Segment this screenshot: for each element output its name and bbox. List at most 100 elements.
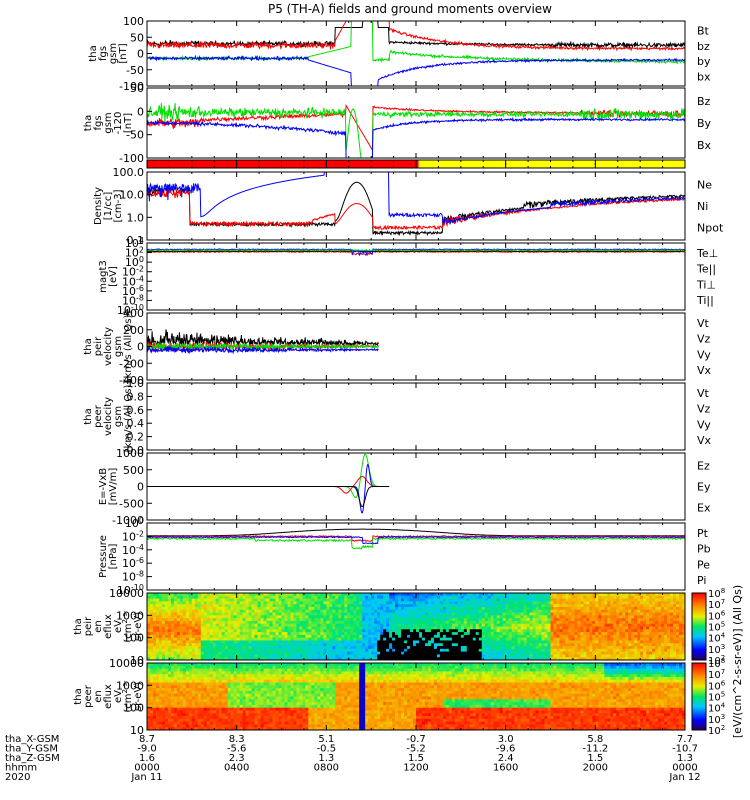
heatmap-cell (562, 651, 566, 655)
heatmap-cell (257, 654, 261, 658)
heatmap-cell (230, 618, 235, 622)
heatmap-cell (463, 634, 468, 639)
heatmap-cell (463, 618, 468, 622)
heatmap-cell (478, 618, 483, 622)
heatmap-cell (601, 609, 605, 613)
heatmap-cell (323, 632, 327, 636)
heatmap-cell (520, 623, 524, 627)
heatmap-cell (637, 654, 641, 658)
heatmap-cell (583, 606, 587, 611)
heatmap-cell (583, 654, 587, 658)
heatmap-cell (472, 643, 477, 647)
heatmap-cell (418, 620, 423, 625)
heatmap-cell (535, 618, 539, 622)
heatmap-cell (658, 623, 662, 627)
heatmap-cell (224, 629, 229, 633)
heatmap-cell (200, 637, 205, 641)
heatmap-cell (161, 702, 166, 706)
heatmap-cell (571, 618, 575, 622)
heatmap-cell (514, 598, 519, 602)
heatmap-cell (523, 606, 527, 611)
heatmap-cell (487, 654, 492, 658)
heatmap-cell (155, 674, 160, 678)
heatmap-cell (661, 654, 665, 658)
heatmap-cell (323, 657, 327, 661)
heatmap-cell (188, 654, 193, 658)
heatmap-cell (152, 727, 157, 731)
heatmap-cell (577, 651, 581, 655)
heatmap-cell (155, 634, 160, 639)
heatmap-cell (155, 623, 160, 627)
heatmap-cell (209, 702, 214, 706)
heatmap-cell (248, 604, 253, 608)
heatmap-cell (299, 606, 303, 611)
heatmap-cell (634, 643, 638, 647)
heatmap-cell (164, 626, 169, 630)
heatmap-cell (323, 648, 327, 653)
heatmap-cell (457, 643, 462, 647)
heatmap-cell (179, 643, 184, 647)
heatmap-cell (311, 646, 315, 650)
heatmap-cell (200, 593, 205, 597)
heatmap-cell (556, 606, 560, 611)
heatmap-cell (427, 632, 432, 636)
heatmap-cell (353, 612, 357, 616)
heatmap-cell (586, 601, 590, 605)
heatmap-cell (610, 601, 614, 605)
heatmap-cell (610, 598, 614, 602)
heatmap-cell (607, 618, 611, 622)
heatmap-cell (206, 637, 211, 641)
heatmap-cell (176, 682, 181, 686)
heatmap-cell (496, 651, 501, 655)
heatmap-cell (320, 612, 324, 616)
heatmap-cell (260, 623, 264, 627)
heatmap-cell (544, 640, 548, 644)
heatmap-cell (392, 646, 396, 650)
heatmap-cell (466, 598, 471, 602)
heatmap-cell (197, 620, 202, 625)
heatmap-cell (496, 623, 501, 627)
heatmap-cell (245, 654, 250, 658)
heatmap-cell (445, 623, 450, 627)
heatmap-cell (212, 626, 217, 630)
heatmap-cell (679, 657, 683, 661)
heatmap-cell (448, 637, 453, 641)
heatmap-cell (613, 629, 617, 633)
heatmap-cell (323, 606, 327, 611)
heatmap-cell (589, 601, 593, 605)
heatmap-cell (517, 637, 522, 641)
heatmap-cell (284, 646, 288, 650)
heatmap-cell (338, 604, 342, 608)
heatmap-cell (586, 648, 590, 653)
heatmap-cell (335, 612, 339, 616)
heatmap-cell (670, 604, 674, 608)
heatmap-cell (191, 704, 196, 709)
heatmap-cell (460, 601, 465, 605)
heatmap-cell (209, 632, 214, 636)
heatmap-cell (167, 643, 172, 647)
heatmap-cell (610, 632, 614, 636)
heatmap-cell (182, 657, 187, 661)
heatmap-cell (496, 595, 501, 599)
by2-series (146, 103, 686, 159)
heatmap-cell (147, 699, 151, 703)
heatmap-cell (296, 632, 300, 636)
heatmap-cell (601, 612, 605, 616)
heatmap-cell (326, 632, 330, 636)
heatmap-cell (152, 674, 157, 678)
heatmap-cell (305, 637, 309, 641)
heatmap-cell (203, 626, 208, 630)
heatmap-cell (628, 598, 632, 602)
heatmap-cell (182, 646, 187, 650)
heatmap-cell (514, 643, 519, 647)
heatmap-cell (338, 654, 342, 658)
heatmap-cell (212, 620, 217, 625)
heatmap-cell (568, 632, 572, 636)
heatmap-cell (658, 646, 662, 650)
heatmap-cell (224, 598, 229, 602)
heatmap-cell (302, 640, 306, 644)
heatmap-cell (200, 663, 205, 667)
heatmap-cell (317, 593, 321, 597)
heatmap-cell (493, 606, 498, 611)
heatmap-cell (658, 637, 662, 641)
